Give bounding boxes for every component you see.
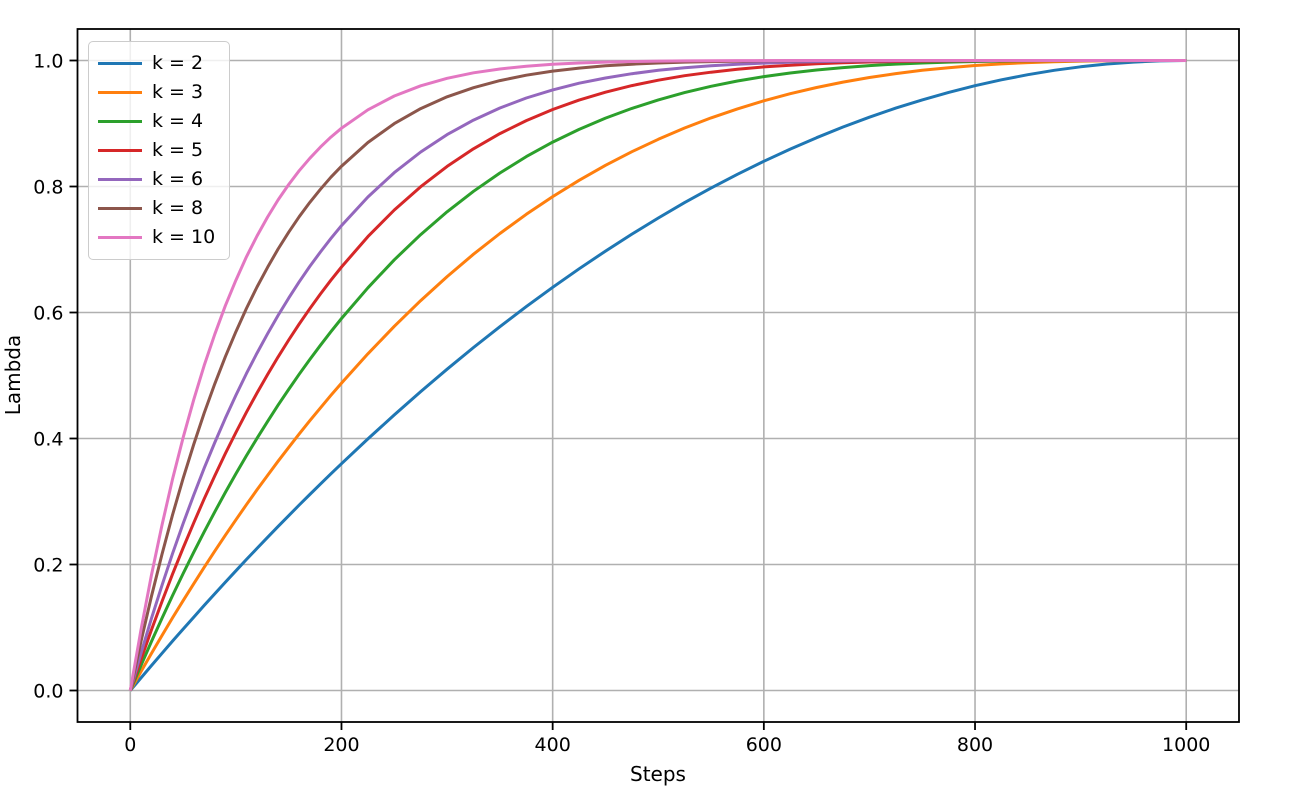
legend-line-swatch (98, 148, 142, 153)
x-tick-label-0: 0 (124, 734, 136, 756)
curve-k=6 (128, 59, 1187, 691)
legend-line-swatch (98, 235, 142, 240)
legend-line-swatch (98, 90, 142, 95)
legend: k = 2 k = 3 k = 4 k = 5 k = 6 k = 8 k = 10 (88, 41, 231, 260)
legend-label: k = 8 (152, 197, 204, 219)
y-tick-label-0.0: 0.0 (33, 681, 63, 703)
legend-label: k = 10 (152, 226, 216, 248)
x-tick-label-1000: 1000 (1162, 734, 1210, 756)
legend-item-k=4: k = 4 (98, 107, 215, 136)
y-tick-label-0.4: 0.4 (33, 429, 63, 451)
curve-k=4 (128, 59, 1187, 692)
x-axis-label: Steps (630, 762, 686, 786)
legend-label: k = 2 (152, 52, 204, 74)
legend-line-swatch (98, 119, 142, 124)
legend-line-swatch (98, 177, 142, 182)
curves-layer (128, 59, 1187, 692)
curve-k=2 (129, 59, 1187, 692)
legend-item-k=8: k = 8 (98, 194, 215, 223)
tick-label-layer: 0 200 400 600 800 1000 0.0 0.2 0.4 0.6 0.8 1.0 (33, 51, 1210, 757)
y-tick-label-0.8: 0.8 (33, 177, 63, 199)
legend-line-swatch (98, 206, 142, 211)
legend-item-k=3: k = 3 (98, 78, 215, 107)
y-axis-label: Lambda (1, 335, 25, 416)
curve-k=5 (128, 59, 1187, 691)
legend-item-k=2: k = 2 (98, 49, 215, 78)
y-tick-label-0.2: 0.2 (33, 555, 63, 577)
legend-item-k=10: k = 10 (98, 223, 215, 252)
x-tick-label-600: 600 (746, 734, 782, 756)
grid-layer (77, 29, 1239, 722)
plot-spines (76, 28, 1240, 723)
x-tick-label-800: 800 (957, 734, 993, 756)
y-tick-label-0.6: 0.6 (33, 303, 63, 325)
legend-label: k = 3 (152, 81, 204, 103)
legend-line-swatch (98, 61, 142, 66)
x-tick-label-200: 200 (323, 734, 359, 756)
axes-layer (69, 28, 1240, 730)
legend-item-k=5: k = 5 (98, 136, 215, 165)
y-tick-label-1.0: 1.0 (33, 51, 63, 73)
legend-label: k = 4 (152, 110, 204, 132)
legend-label: k = 5 (152, 139, 204, 161)
curve-k=10 (128, 59, 1187, 691)
legend-label: k = 6 (152, 168, 204, 190)
x-tick-label-400: 400 (535, 734, 571, 756)
curve-k=3 (128, 59, 1187, 692)
legend-item-k=6: k = 6 (98, 165, 215, 194)
curve-k=8 (128, 59, 1187, 691)
